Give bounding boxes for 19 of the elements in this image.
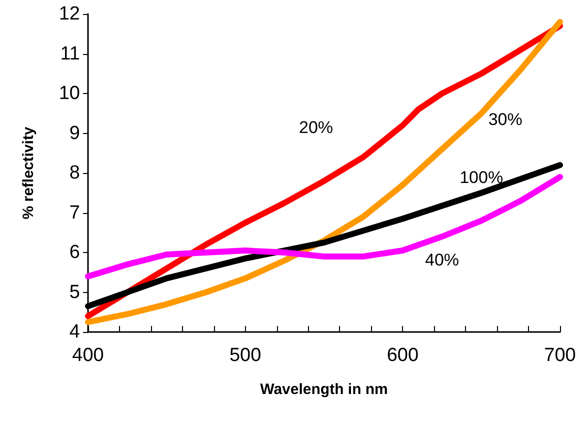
y-tick-label: 9 (69, 122, 80, 144)
series-label: 100% (460, 168, 504, 187)
y-tick-label: 6 (69, 242, 80, 263)
y-tick-label: 5 (69, 282, 80, 303)
y-tick-label: 8 (69, 162, 80, 184)
y-tick-label: 7 (69, 202, 80, 224)
x-tick-label: 700 (544, 345, 576, 366)
y-tick-label: 10 (58, 83, 80, 104)
series-label: 20% (298, 118, 334, 137)
x-tick-label: 600 (386, 345, 419, 366)
x-tick-label: 400 (72, 345, 104, 366)
y-axis-title: % reflectivity (20, 126, 37, 220)
series-label: 30% (488, 110, 522, 129)
x-tick-label: 500 (229, 345, 262, 366)
x-axis-title: Wavelength in nm (260, 381, 388, 398)
series-label: 40% (424, 250, 460, 270)
y-tick-label: 11 (60, 43, 80, 64)
y-tick-label: 4 (69, 322, 80, 342)
y-tick-label: 12 (58, 4, 80, 24)
